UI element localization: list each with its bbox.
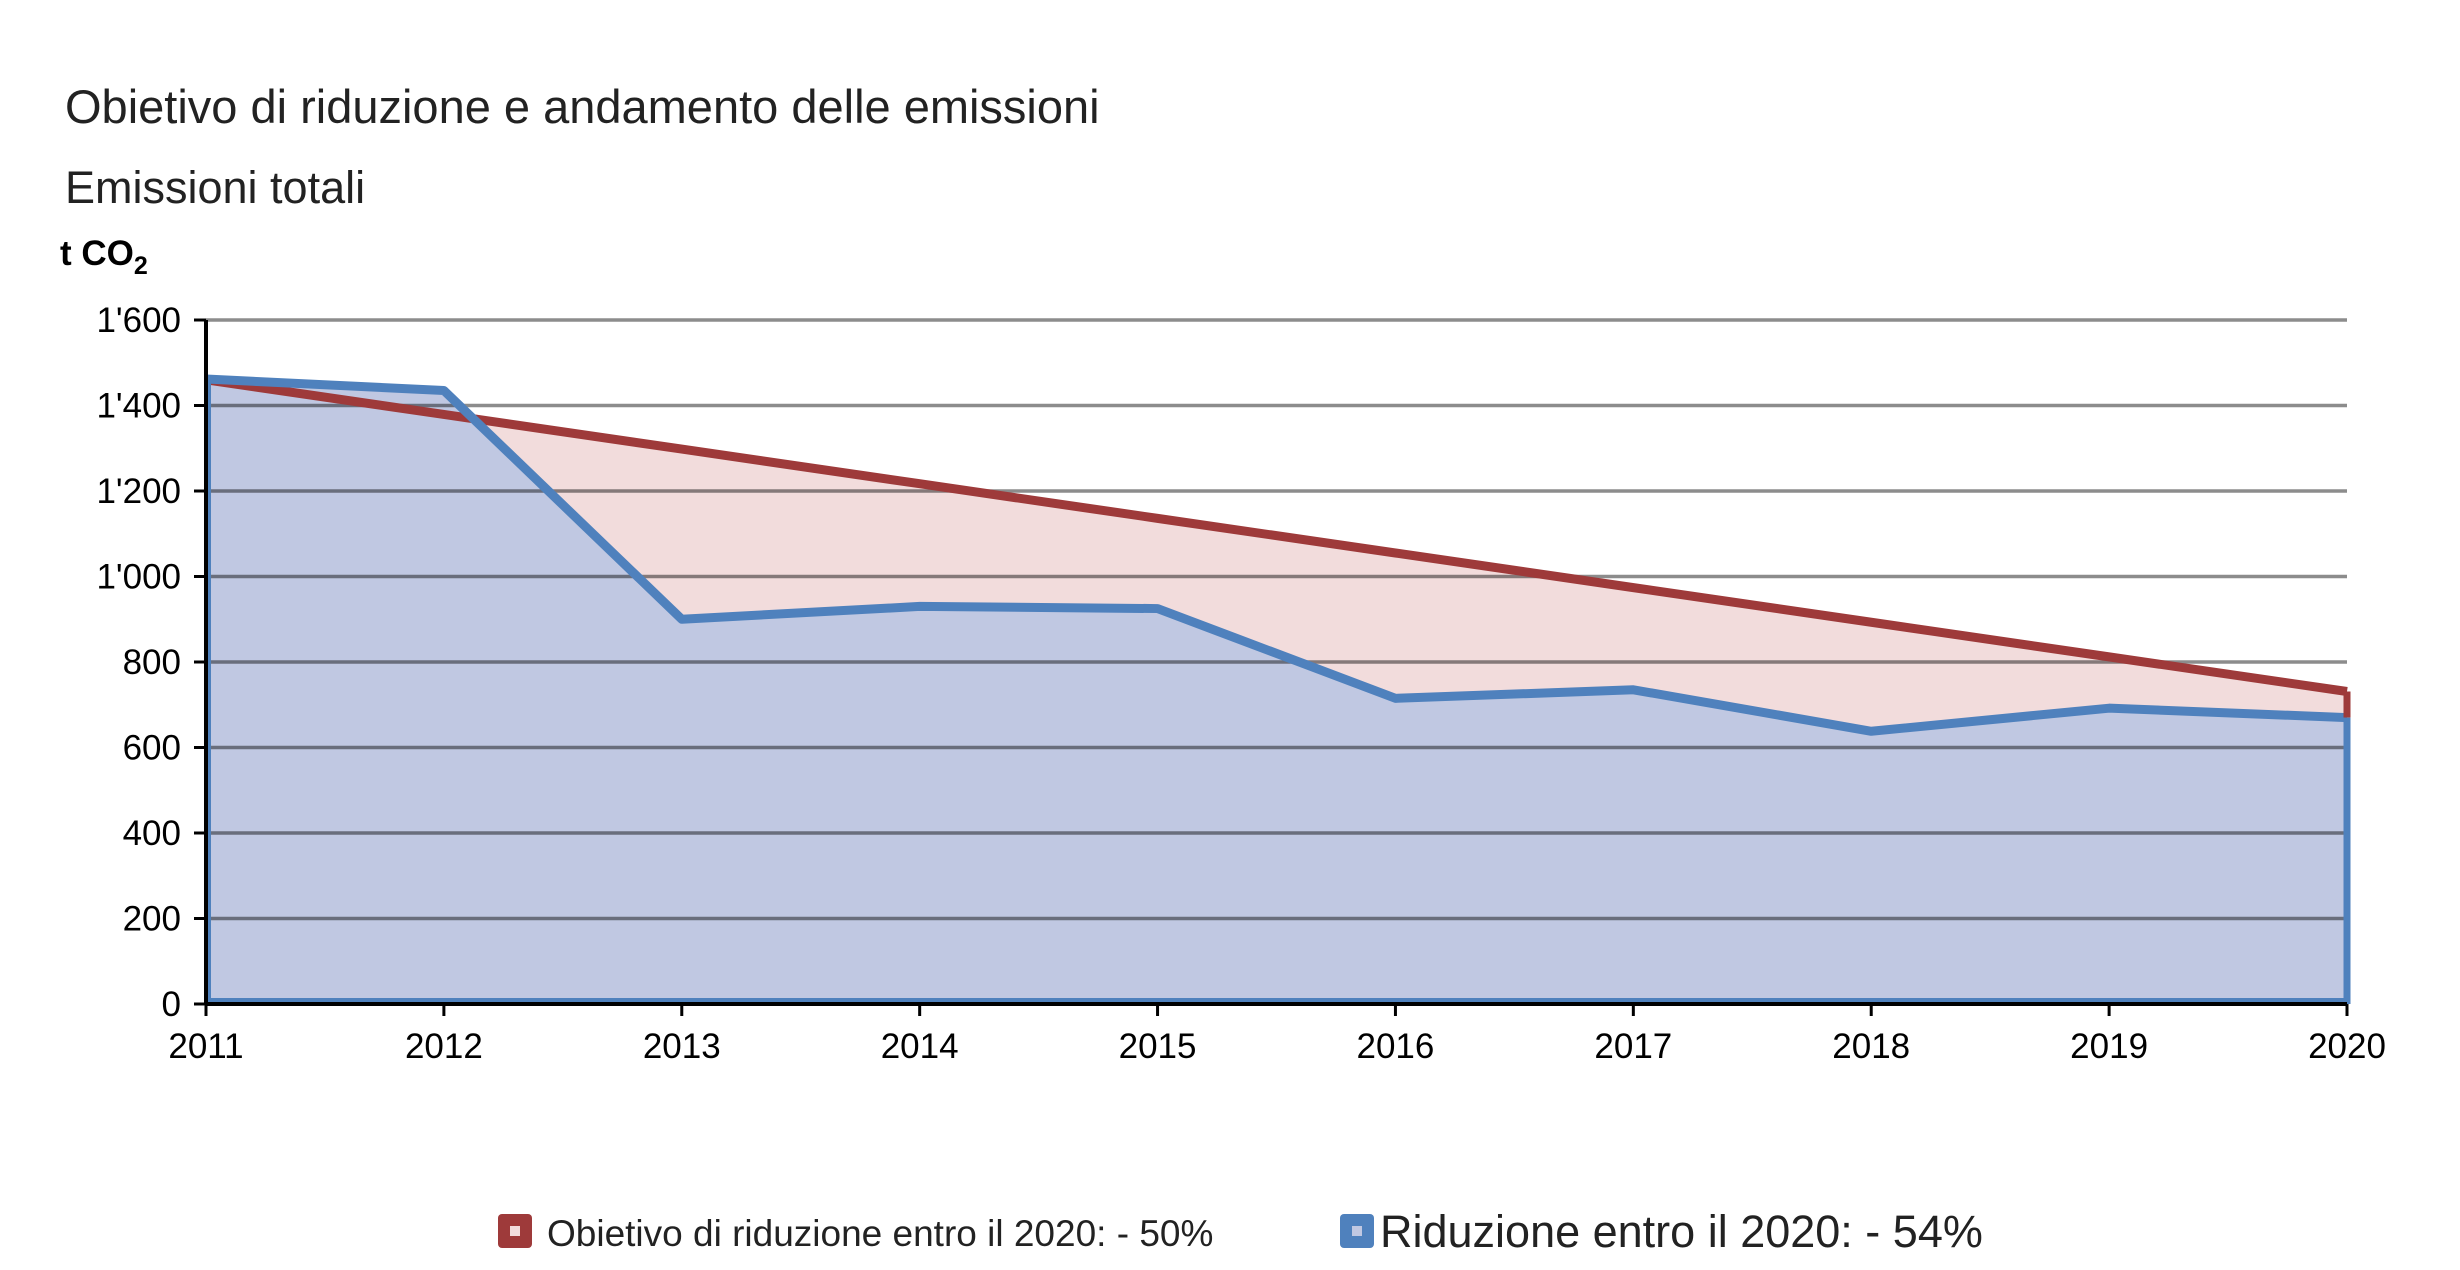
x-tick-label-2016: 2016 <box>1357 1027 1435 1066</box>
gridlines <box>206 318 2347 921</box>
legend-swatch-target-inner <box>510 1226 520 1236</box>
x-tick-label-2012: 2012 <box>405 1027 483 1066</box>
y-tick-label-1600: 1'600 <box>96 301 181 340</box>
y-axis-unit: t CO2 <box>60 234 148 280</box>
legend-item-target[interactable]: Obietivo di riduzione entro il 2020: - 5… <box>498 1213 1213 1254</box>
x-axis-ticks: 2011 2012 2013 2014 2015 2016 2017 2018 2019 2020 <box>168 1004 2386 1066</box>
line-target <box>205 375 2348 696</box>
y-axis-ticks: 0 200 400 600 800 1'000 1'200 1'400 1'600 <box>96 301 206 1024</box>
x-tick-label-2011: 2011 <box>168 1027 243 1066</box>
y-tick-label-0: 0 <box>162 985 181 1024</box>
chart-subtitle: Emissioni totali <box>65 162 365 213</box>
x-tick-label-2019: 2019 <box>2070 1027 2148 1066</box>
y-tick-label-1200: 1'200 <box>96 472 181 511</box>
x-tick-label-2013: 2013 <box>643 1027 721 1066</box>
y-tick-label-1400: 1'400 <box>96 387 181 426</box>
y-tick-label-1000: 1'000 <box>96 558 181 597</box>
area-reduction <box>206 378 2347 1004</box>
x-tick-label-2020: 2020 <box>2308 1027 2386 1066</box>
x-tick-label-2017: 2017 <box>1594 1027 1672 1066</box>
y-axis-unit-subscript: 2 <box>134 252 148 280</box>
line-reduction <box>205 374 2348 736</box>
legend-item-reduction[interactable]: Riduzione entro il 2020: - 54% <box>1340 1206 1983 1257</box>
series-lines <box>205 374 2351 1004</box>
y-tick-label-200: 200 <box>123 900 181 939</box>
legend-swatch-reduction-inner <box>1352 1226 1362 1236</box>
legend-label-target: Obietivo di riduzione entro il 2020: - 5… <box>547 1213 1213 1254</box>
y-tick-label-800: 800 <box>123 643 181 682</box>
plot-fills <box>206 378 2347 1005</box>
y-tick-label-600: 600 <box>123 729 181 768</box>
legend: Obietivo di riduzione entro il 2020: - 5… <box>498 1206 1983 1257</box>
y-axis-unit-main: t CO <box>60 234 134 273</box>
x-tick-label-2015: 2015 <box>1119 1027 1197 1066</box>
legend-label-reduction: Riduzione entro il 2020: - 54% <box>1380 1206 1983 1257</box>
x-tick-label-2014: 2014 <box>881 1027 959 1066</box>
y-tick-label-400: 400 <box>123 814 181 853</box>
x-tick-label-2018: 2018 <box>1832 1027 1910 1066</box>
chart-title: Obietivo di riduzione e andamento delle … <box>65 80 1100 133</box>
